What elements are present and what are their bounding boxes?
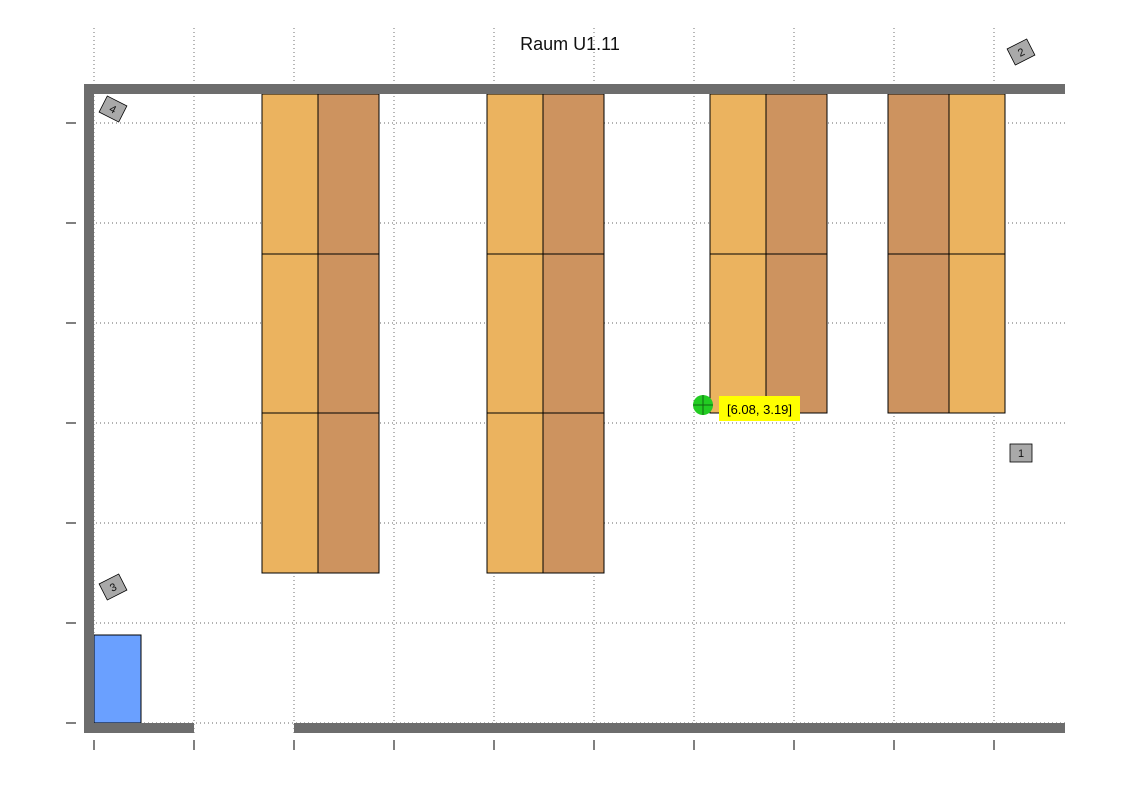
- desk[interactable]: [948, 93, 1006, 255]
- room-title: Raum U1.11: [520, 34, 620, 54]
- wall-bottom-left: [84, 723, 194, 733]
- marker-2[interactable]: 2: [1006, 38, 1036, 66]
- desk[interactable]: [709, 253, 767, 414]
- desk[interactable]: [542, 93, 605, 255]
- desk[interactable]: [486, 412, 544, 574]
- coordinate-readout-bg: [719, 396, 800, 421]
- axis-ticks: [66, 122, 995, 750]
- marker-1-box: [1009, 443, 1033, 463]
- desk[interactable]: [261, 93, 319, 255]
- coordinate-readout-text: [6.08, 3.19]: [727, 402, 792, 417]
- desk[interactable]: [765, 93, 828, 255]
- desk[interactable]: [317, 93, 380, 255]
- desk-group-4: [887, 93, 1006, 414]
- marker-3[interactable]: 3: [98, 573, 128, 601]
- coordinate-readout: [6.08, 3.19]: [719, 396, 800, 421]
- desk-groups: [261, 93, 1006, 574]
- desk[interactable]: [765, 253, 828, 414]
- marker-1[interactable]: 1: [1009, 443, 1033, 463]
- desk[interactable]: [542, 412, 605, 574]
- desk[interactable]: [709, 93, 767, 255]
- desk[interactable]: [261, 253, 319, 414]
- marker-3-box: [98, 573, 128, 601]
- desk[interactable]: [486, 253, 544, 414]
- desk[interactable]: [317, 412, 380, 574]
- desk[interactable]: [887, 253, 950, 414]
- wall-bottom-right: [294, 723, 1065, 733]
- desk[interactable]: [261, 412, 319, 574]
- desk-group-1: [261, 93, 380, 574]
- walls: [84, 84, 1065, 733]
- desk[interactable]: [486, 93, 544, 255]
- marker-4[interactable]: 4: [98, 95, 128, 123]
- wall-left: [84, 84, 94, 733]
- marker-3-label: 3: [108, 581, 119, 594]
- desk[interactable]: [887, 93, 950, 255]
- desk[interactable]: [542, 253, 605, 414]
- marker-2-label: 2: [1016, 46, 1027, 59]
- marker-4-box: [98, 95, 128, 123]
- crosshair-cursor-icon[interactable]: [693, 395, 713, 415]
- desk[interactable]: [317, 253, 380, 414]
- wall-top: [84, 84, 1065, 94]
- desk[interactable]: [948, 253, 1006, 414]
- marker-1-label: 1: [1018, 448, 1024, 460]
- desk-group-2: [486, 93, 605, 574]
- marker-4-label: 4: [107, 103, 118, 116]
- desk-group-3: [709, 93, 828, 414]
- marker-2-box: [1006, 38, 1036, 66]
- cabinet[interactable]: [93, 634, 142, 724]
